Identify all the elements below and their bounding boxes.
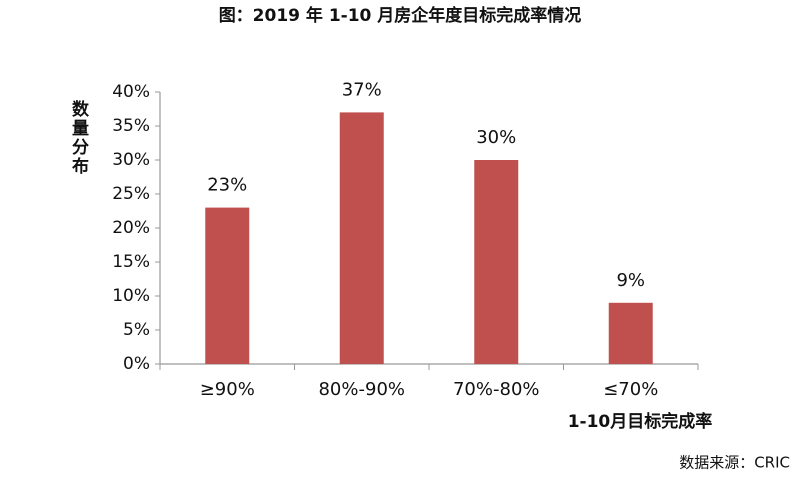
y-tick-label: 30% (112, 150, 150, 170)
x-tick-label: 70%-80% (453, 379, 540, 400)
data-label: 30% (476, 127, 516, 148)
bar (205, 207, 250, 364)
x-tick-label: ≥90% (200, 379, 255, 400)
source: 数据来源：CRIC (679, 454, 790, 472)
y-tick-label: 40% (112, 82, 150, 102)
bar (339, 112, 384, 365)
y-tick-label: 25% (112, 184, 150, 204)
x-tick-label: 80%-90% (318, 379, 405, 400)
chart-title: 图：2019 年 1-10 月房企年度目标完成率情况 (219, 5, 582, 26)
x-axis-label: 1-10月目标完成率 (568, 411, 713, 432)
data-label: 23% (207, 175, 247, 196)
bar (474, 160, 519, 364)
y-axis-label: 数量分布 (68, 99, 89, 176)
x-tick-label: ≤70% (603, 379, 658, 400)
data-label: 37% (342, 79, 382, 100)
data-label: 9% (616, 270, 645, 291)
y-tick-label: 5% (123, 320, 150, 340)
y-tick-label: 15% (112, 252, 150, 272)
y-tick-label: 35% (112, 116, 150, 136)
y-tick-label: 20% (112, 218, 150, 238)
y-tick-label: 0% (123, 354, 150, 374)
y-tick-label: 10% (112, 286, 150, 306)
bar (608, 302, 653, 364)
